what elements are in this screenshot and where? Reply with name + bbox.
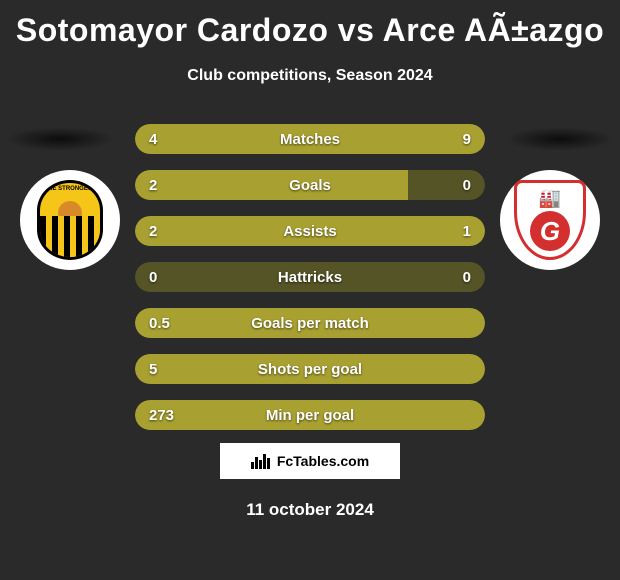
stat-right-value: 0: [463, 170, 471, 200]
team-badge-right: 🏭 G: [500, 170, 600, 270]
stat-right-value: 1: [463, 216, 471, 246]
crest-text: HE STRONGES: [40, 186, 100, 192]
factory-icon: 🏭: [517, 183, 583, 213]
stat-label: Min per goal: [135, 400, 485, 430]
stat-row: 0Hattricks0: [135, 262, 485, 292]
crest-stripes: [40, 216, 100, 257]
logo-bars-icon: [251, 453, 271, 469]
stat-row: 0.5Goals per match: [135, 308, 485, 338]
shadow-left: [5, 127, 115, 151]
stat-label: Goals: [135, 170, 485, 200]
fctables-logo: FcTables.com: [220, 443, 400, 479]
guabira-crest: 🏭 G: [514, 180, 586, 260]
stat-label: Assists: [135, 216, 485, 246]
stat-row: 273Min per goal: [135, 400, 485, 430]
stat-label: Matches: [135, 124, 485, 154]
stat-row: 2Goals0: [135, 170, 485, 200]
stat-label: Goals per match: [135, 308, 485, 338]
stat-label: Shots per goal: [135, 354, 485, 384]
page-title: Sotomayor Cardozo vs Arce AÃ±azgo: [0, 0, 620, 49]
shadow-right: [505, 127, 615, 151]
stat-row: 2Assists1: [135, 216, 485, 246]
stat-right-value: 0: [463, 262, 471, 292]
stat-row: 5Shots per goal: [135, 354, 485, 384]
stats-bars: 4Matches92Goals02Assists10Hattricks00.5G…: [135, 124, 485, 446]
subtitle: Club competitions, Season 2024: [0, 67, 620, 85]
team-badge-left: HE STRONGES: [20, 170, 120, 270]
logo-text: FcTables.com: [277, 453, 369, 469]
crest-letter: G: [530, 211, 570, 251]
stat-label: Hattricks: [135, 262, 485, 292]
stat-row: 4Matches9: [135, 124, 485, 154]
date-label: 11 october 2024: [0, 500, 620, 520]
strongest-crest: HE STRONGES: [37, 180, 103, 260]
stat-right-value: 9: [463, 124, 471, 154]
